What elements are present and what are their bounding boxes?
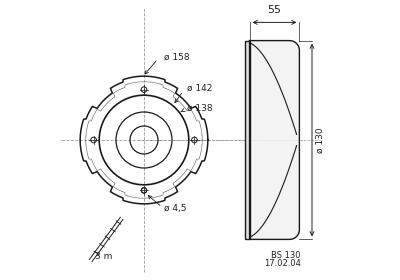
Polygon shape — [250, 41, 299, 239]
Text: ø 130: ø 130 — [315, 127, 324, 153]
Text: ø 4,5: ø 4,5 — [164, 204, 187, 213]
Text: 55: 55 — [268, 5, 282, 15]
Text: BS 130: BS 130 — [271, 251, 301, 260]
Text: 3 m: 3 m — [95, 252, 112, 261]
Text: ø 142: ø 142 — [187, 84, 213, 93]
Text: ø 158: ø 158 — [164, 53, 189, 62]
Text: 17.02.04: 17.02.04 — [264, 259, 301, 268]
Bar — [245, 41, 250, 239]
Text: ø 138: ø 138 — [187, 104, 213, 113]
